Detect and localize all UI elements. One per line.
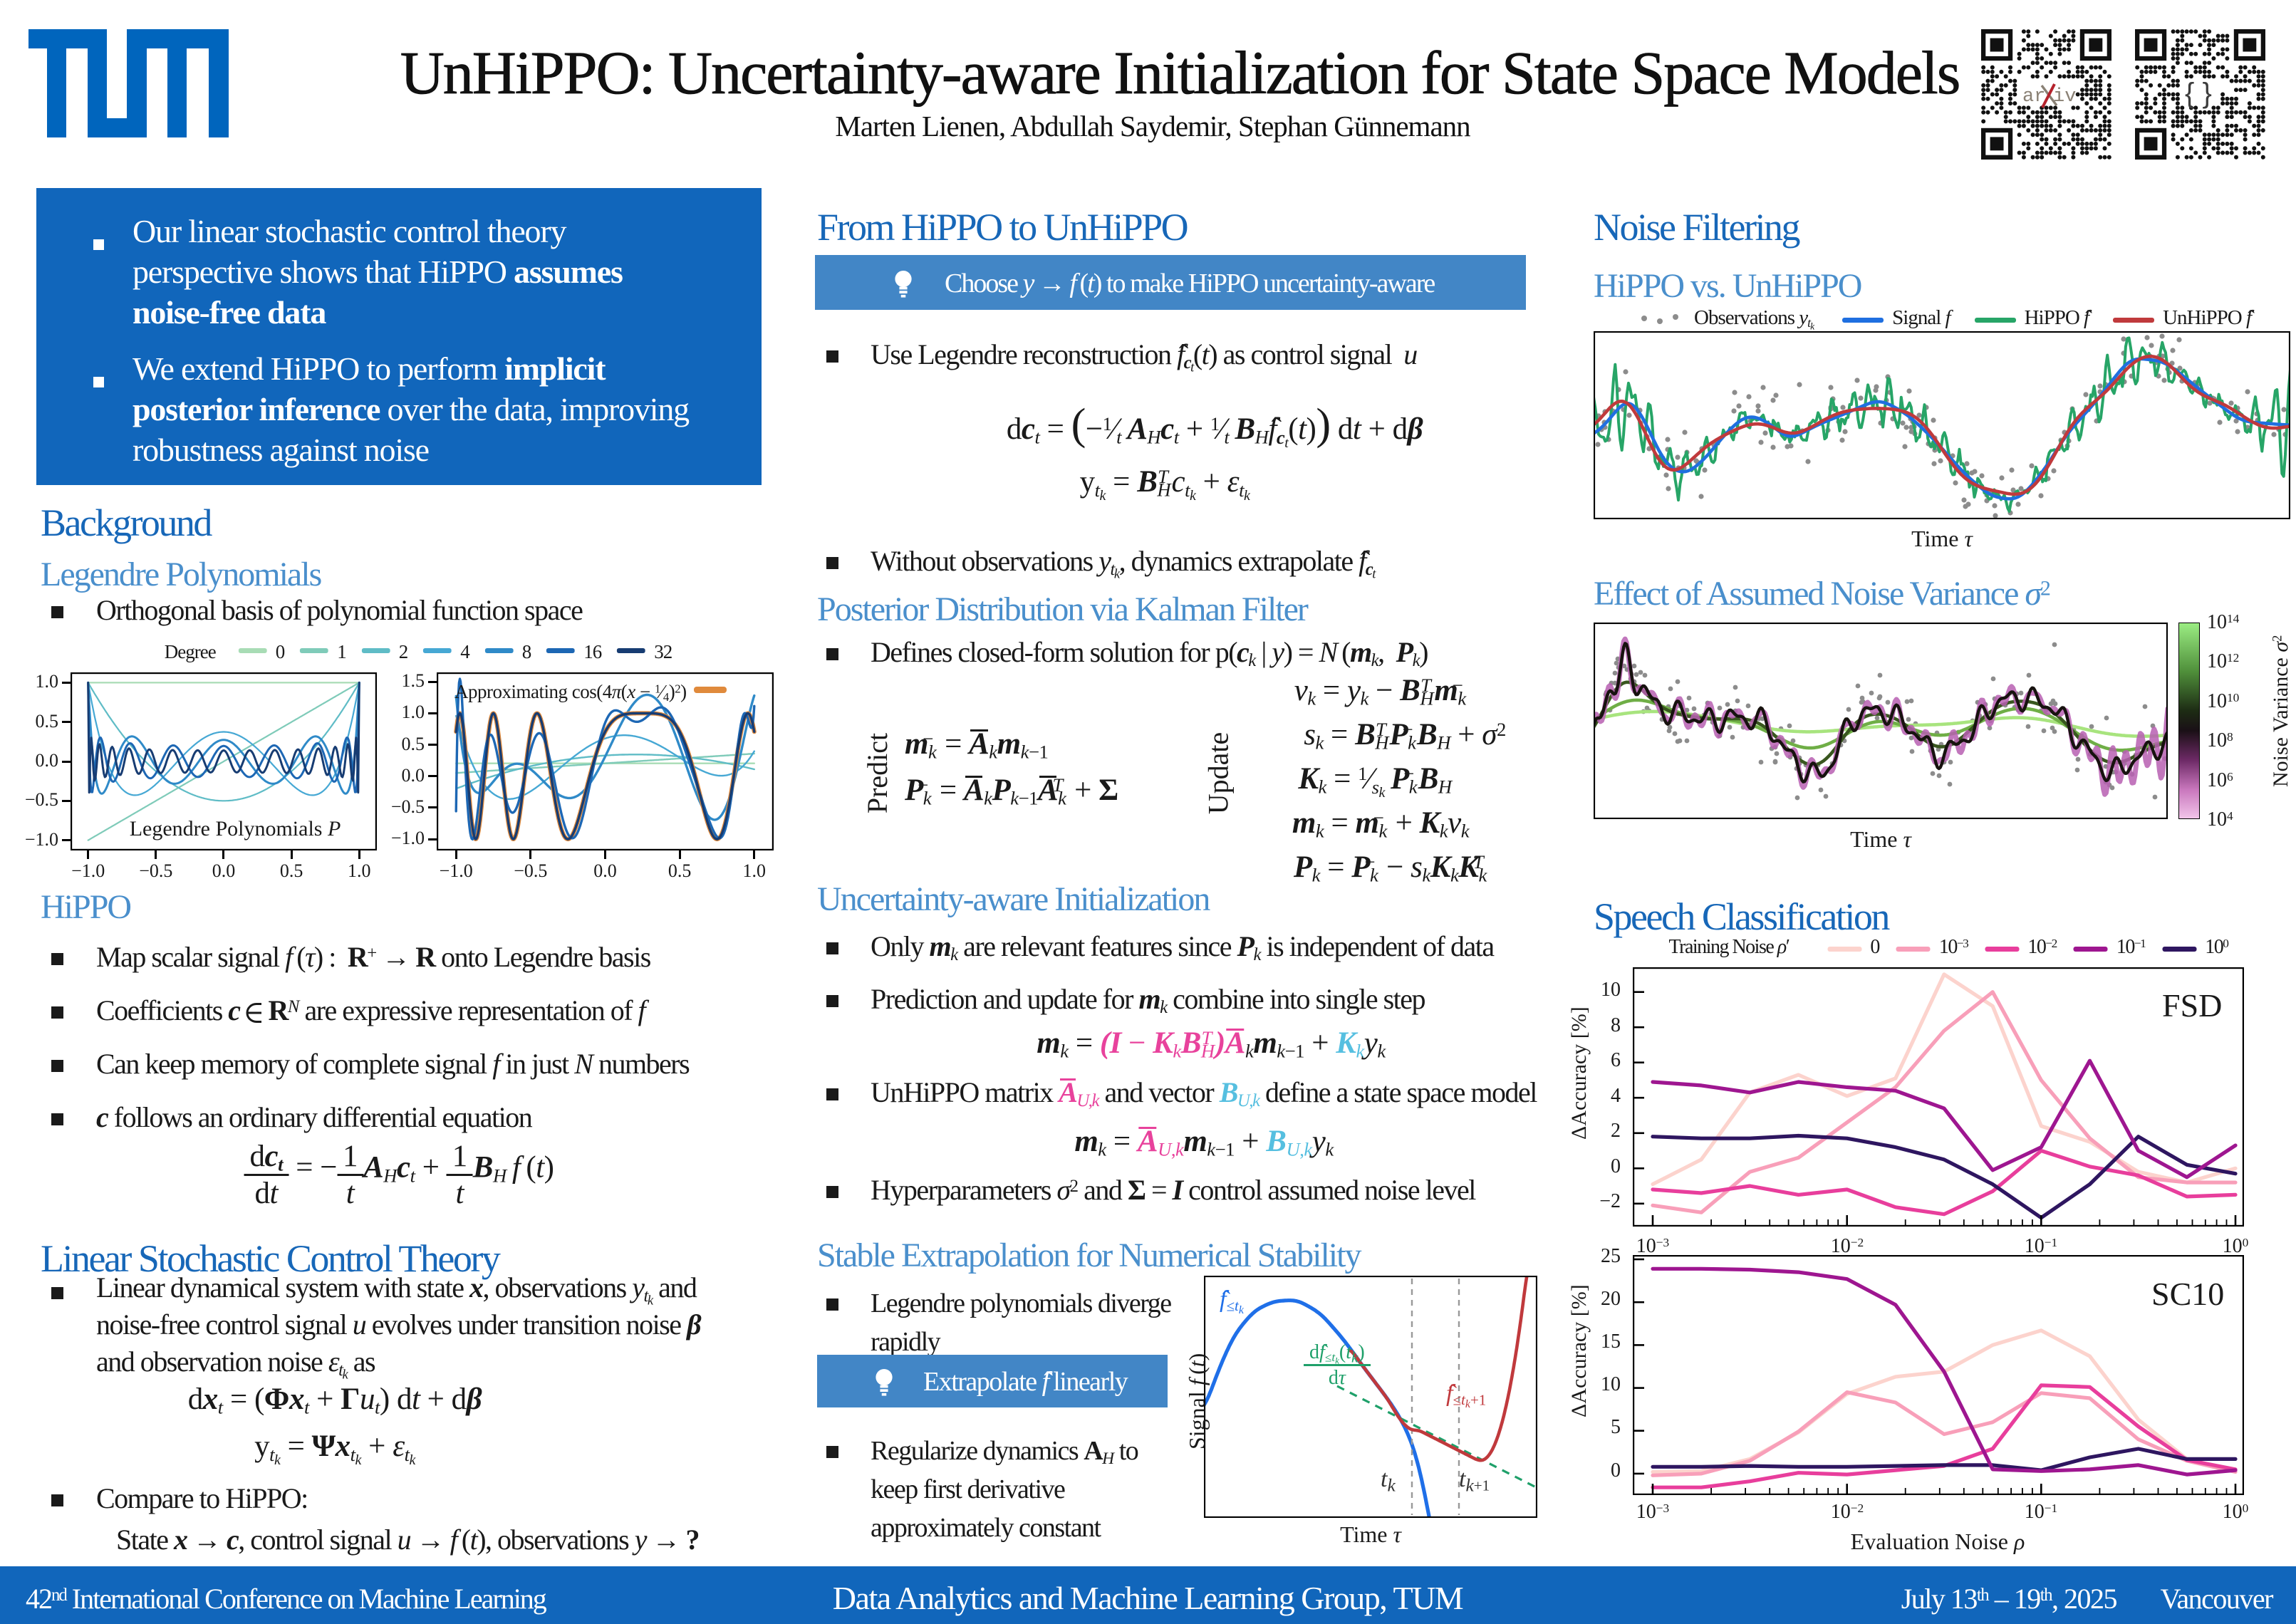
svg-text:ar: ar bbox=[2022, 86, 2045, 108]
svg-text:{ }: { } bbox=[2185, 78, 2212, 109]
